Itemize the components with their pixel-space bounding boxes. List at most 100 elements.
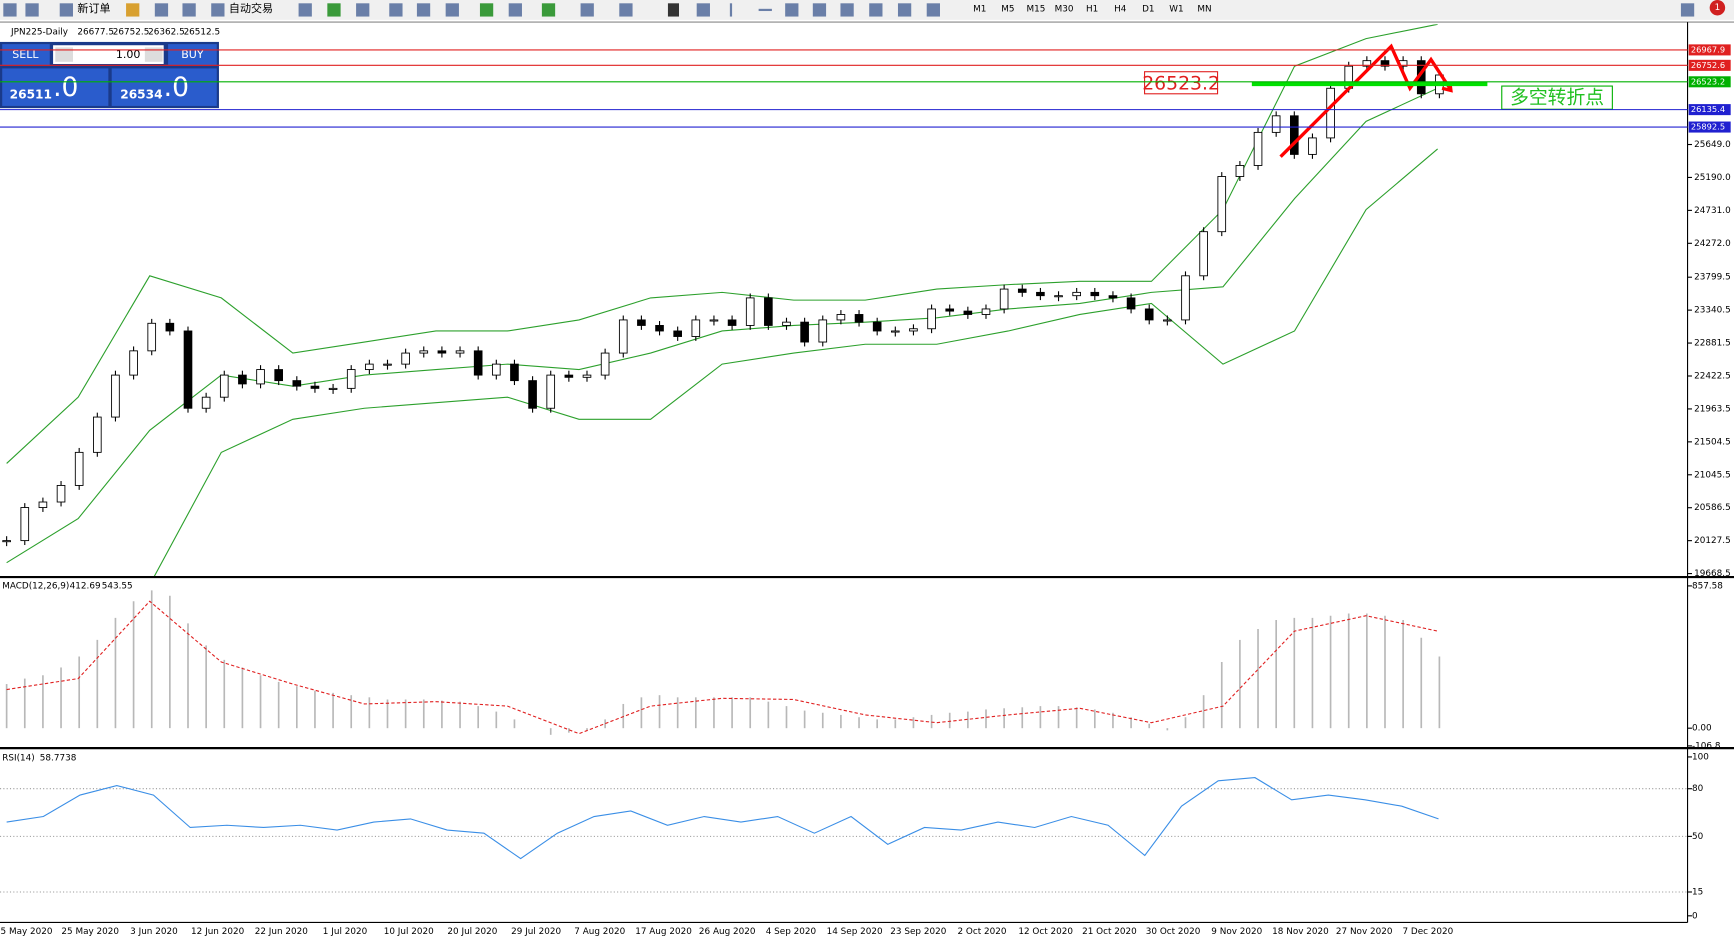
icon[interactable]: [3, 3, 17, 17]
candle: [93, 416, 102, 453]
level-tag: [1688, 104, 1731, 116]
candle: [165, 322, 175, 332]
macd-tick-label: 0.00: [1692, 724, 1712, 734]
candle: [999, 288, 1009, 310]
date-label: 4 Sep 2020: [766, 927, 817, 937]
icon[interactable]: [416, 3, 431, 17]
price-tick-label: 22881.5: [1694, 339, 1731, 349]
price-tick-label: 23340.5: [1694, 306, 1731, 316]
notification-badge[interactable]: [1709, 0, 1726, 16]
candle: [673, 330, 682, 337]
candle: [1072, 291, 1081, 297]
date-label: 12 Oct 2020: [1018, 927, 1073, 937]
lot-down[interactable]: [55, 47, 73, 62]
rsi-value: 58.7738: [40, 754, 77, 764]
price-tick-label: 21045.5: [1694, 470, 1731, 480]
icon[interactable]: [812, 3, 827, 17]
candle: [455, 350, 465, 354]
icon[interactable]: [840, 3, 854, 17]
timeframe-button[interactable]: H4: [1114, 4, 1127, 14]
candle: [510, 363, 519, 382]
buy-label[interactable]: BUY: [181, 48, 204, 61]
sell-label[interactable]: SELL: [12, 48, 39, 61]
level-tag-label: 26135.4: [1691, 104, 1725, 114]
lot-value[interactable]: 1.00: [116, 48, 141, 61]
icon[interactable]: [897, 3, 912, 17]
candle: [219, 374, 229, 398]
icon[interactable]: [1680, 3, 1695, 17]
date-label: 5 May 2020: [1, 927, 53, 937]
price-tick-label: 21504.5: [1694, 437, 1731, 447]
icon[interactable]: [327, 3, 341, 17]
icon[interactable]: [298, 3, 312, 17]
icon[interactable]: [479, 3, 494, 17]
bid-fraction: .0: [53, 72, 78, 103]
candle: [1108, 295, 1118, 299]
icon[interactable]: [667, 3, 680, 17]
icon[interactable]: [211, 3, 225, 17]
date-label: 7 Aug 2020: [574, 927, 625, 937]
timeframe-button[interactable]: M5: [1001, 4, 1014, 14]
date-label: 20 Jul 2020: [447, 927, 497, 937]
candle: [1126, 297, 1136, 310]
candle: [745, 297, 755, 326]
timeframe-button[interactable]: D1: [1142, 4, 1154, 14]
icon[interactable]: [59, 3, 73, 17]
toolbar: [0, 0, 1734, 20]
ask-box[interactable]: [111, 68, 217, 106]
candle: [618, 319, 628, 354]
date-label: 12 Jun 2020: [191, 927, 245, 937]
icon[interactable]: [389, 3, 403, 17]
icon[interactable]: [541, 3, 556, 17]
price-tick-label: 22422.5: [1694, 372, 1731, 382]
date-label: 27 Nov 2020: [1336, 927, 1393, 937]
candle: [38, 501, 48, 508]
icon[interactable]: [25, 3, 39, 17]
candle: [256, 369, 265, 385]
price-tick-label: 23799.5: [1694, 273, 1731, 283]
icon[interactable]: [869, 3, 883, 17]
auto-trade-button[interactable]: 自动交易: [229, 1, 273, 15]
icon[interactable]: [126, 3, 140, 17]
timeframe-button[interactable]: H1: [1086, 4, 1098, 14]
level-tag-label: 26523.2: [1691, 76, 1725, 86]
icon[interactable]: [729, 3, 733, 17]
candle: [764, 297, 773, 326]
date-label: 26 Aug 2020: [699, 927, 756, 937]
ask-fraction: .0: [164, 72, 189, 103]
candle: [1017, 288, 1027, 293]
timeframe-button[interactable]: W1: [1169, 4, 1183, 14]
level-tag: [1688, 121, 1731, 133]
candle: [74, 451, 84, 486]
timeframe-button[interactable]: MN: [1197, 4, 1211, 14]
timeframe-button[interactable]: M30: [1055, 4, 1074, 14]
pivot-callout-text: 多空转折点: [1510, 87, 1604, 109]
date-label: 17 Aug 2020: [635, 927, 692, 937]
timeframe-button[interactable]: M1: [973, 4, 986, 14]
icon[interactable]: [508, 3, 522, 17]
candle: [981, 308, 991, 315]
timeframe-button[interactable]: M15: [1027, 4, 1046, 14]
level-tag-label: 25892.5: [1691, 122, 1725, 132]
candle: [238, 374, 247, 385]
icon[interactable]: [580, 3, 594, 17]
icon[interactable]: [926, 3, 940, 17]
icon[interactable]: [154, 3, 169, 17]
icon[interactable]: [445, 3, 459, 17]
price-tick-label: 25190.0: [1694, 173, 1731, 183]
new-order-button[interactable]: 新订单: [77, 1, 110, 15]
lot-up[interactable]: [144, 47, 163, 62]
icon[interactable]: [356, 3, 370, 17]
macd-tick-label: 857.58: [1692, 581, 1723, 591]
candle: [183, 330, 193, 409]
bid-box[interactable]: [2, 68, 109, 106]
icon[interactable]: [696, 3, 710, 17]
bollinger-lower: [153, 148, 1438, 576]
icon[interactable]: [758, 8, 772, 12]
icon[interactable]: [785, 3, 799, 17]
candle: [1217, 176, 1227, 233]
price-tick-label: 21963.5: [1694, 404, 1731, 414]
level-tag: [1688, 59, 1731, 71]
icon[interactable]: [182, 3, 196, 17]
icon[interactable]: [619, 3, 633, 17]
